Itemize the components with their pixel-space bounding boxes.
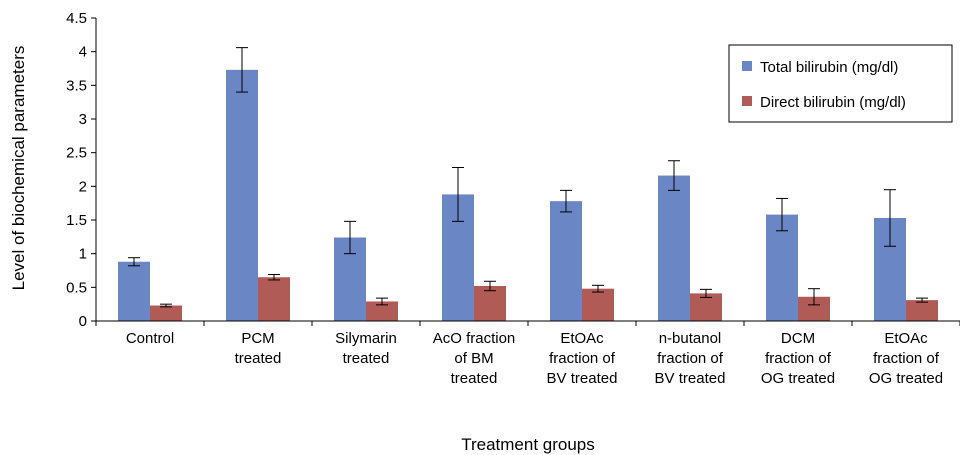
legend-label-direct-bilirubin: Direct bilirubin (mg/dl) <box>760 94 906 111</box>
y-tick-label: 1 <box>79 246 87 263</box>
legend-label-total-bilirubin: Total bilirubin (mg/dl) <box>760 59 898 76</box>
bar-direct-bilirubin <box>366 301 398 321</box>
error-bars <box>128 47 928 308</box>
legend-swatch-total-bilirubin <box>742 61 752 71</box>
bar-total-bilirubin <box>766 214 798 321</box>
y-tick-label: 3 <box>79 111 87 128</box>
x-tick-label: AcO fraction of BM treated <box>433 330 516 387</box>
y-tick-label: 2 <box>79 178 87 195</box>
bar-direct-bilirubin <box>474 285 506 321</box>
y-tick-label: 2.5 <box>66 145 87 162</box>
bar-total-bilirubin <box>118 261 150 321</box>
bar-direct-bilirubin <box>690 293 722 321</box>
x-tick-label: EtOAc fraction of OG treated <box>869 330 943 387</box>
legend: Total bilirubin (mg/dl) Direct bilirubin… <box>728 44 953 123</box>
y-tick-label: 4 <box>79 44 87 61</box>
x-tick-label: Silymarin treated <box>335 330 397 367</box>
x-axis-title: Treatment groups <box>461 435 595 454</box>
y-tick-label: 1.5 <box>66 212 87 229</box>
x-tick-label: Control <box>126 330 174 347</box>
bar-direct-bilirubin <box>906 300 938 321</box>
bar-total-bilirubin <box>550 201 582 321</box>
bar-direct-bilirubin <box>150 305 182 321</box>
bar-total-bilirubin <box>658 175 690 321</box>
y-tick-label: 0 <box>79 313 87 330</box>
x-axis-ticks: Control PCM treated Silymarin treated AcO fra… <box>95 321 960 387</box>
bar-direct-bilirubin <box>582 288 614 321</box>
y-axis-ticks: 0 0.5 1 1.5 2 2.5 3 3.5 4 4.5 <box>66 10 96 330</box>
legend-swatch-direct-bilirubin <box>742 96 752 106</box>
y-tick-label: 3.5 <box>66 77 87 94</box>
y-axis-title: Level of biochemical parameters <box>9 46 28 291</box>
x-tick-label: n-butanol fraction of BV treated <box>655 330 726 387</box>
bar-total-bilirubin <box>226 69 258 321</box>
bar-direct-bilirubin <box>258 277 290 321</box>
legend-box <box>728 44 953 123</box>
x-tick-label: EtOAc fraction of BV treated <box>547 330 618 387</box>
y-tick-label: 0.5 <box>66 279 87 296</box>
y-tick-label: 4.5 <box>66 10 87 27</box>
x-tick-label: PCM treated <box>235 330 282 367</box>
x-tick-label: DCM fraction of OG treated <box>761 330 835 387</box>
